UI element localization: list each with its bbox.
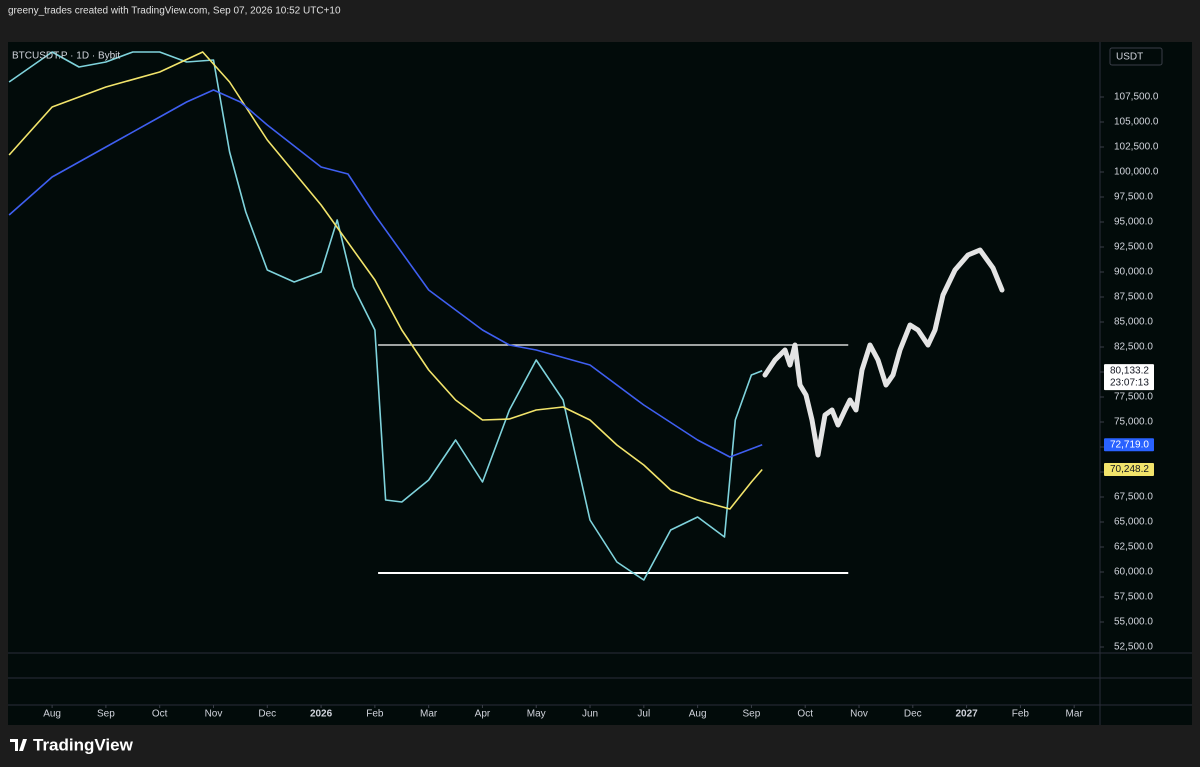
- price-badge: [1104, 463, 1154, 477]
- x-tick-label: Mar: [1066, 709, 1084, 720]
- y-tick-label: 87,500.0: [1114, 292, 1153, 303]
- y-tick-label: 100,000.0: [1114, 167, 1159, 178]
- x-tick-label: Feb: [1012, 709, 1030, 720]
- x-tick-label: Oct: [797, 709, 813, 720]
- y-tick-label: 62,500.0: [1114, 542, 1153, 553]
- y-tick-label: 82,500.0: [1114, 342, 1153, 353]
- y-tick-label: 55,000.0: [1114, 617, 1153, 628]
- x-tick-label: 2026: [310, 709, 333, 720]
- price-line: [8, 51, 763, 510]
- y-tick-label: 85,000.0: [1114, 317, 1153, 328]
- x-tick-label: 2027: [955, 709, 978, 720]
- y-tick-label: 52,500.0: [1114, 642, 1153, 653]
- price-badge: [1104, 438, 1154, 452]
- y-tick-label: 57,500.0: [1114, 592, 1153, 603]
- y-tick-label: 105,000.0: [1114, 117, 1159, 128]
- logo-icon: [10, 739, 27, 751]
- symbol-legend: BTCUSDT.P · 1D · Bybit: [12, 51, 120, 62]
- x-tick-label: Apr: [475, 709, 491, 720]
- y-tick-label: 65,000.0: [1114, 517, 1153, 528]
- x-tick-label: May: [527, 709, 546, 720]
- x-tick-label: Mar: [420, 709, 438, 720]
- logo-text: TradingView: [33, 735, 134, 754]
- x-tick-label: Sep: [97, 709, 115, 720]
- x-tick-label: Aug: [43, 709, 61, 720]
- x-tick-label: Feb: [366, 709, 384, 720]
- price-line: [8, 51, 763, 581]
- price-badge-label: 70,248.2: [1110, 464, 1149, 475]
- x-tick-label: Oct: [152, 709, 168, 720]
- tradingview-logo: TradingView: [10, 735, 134, 754]
- x-tick-label: Aug: [689, 709, 707, 720]
- plot-area: 52,500.0 55,000.0 57,500.0 60,000.0 62,500.0…: [8, 51, 1159, 720]
- x-tick-label: Dec: [258, 709, 276, 720]
- x-tick-label: Sep: [743, 709, 761, 720]
- x-tick-label: Nov: [850, 709, 868, 720]
- y-tick-label: 60,000.0: [1114, 567, 1153, 578]
- y-tick-label: 102,500.0: [1114, 142, 1159, 153]
- countdown-label: 23:07:13: [1110, 377, 1149, 388]
- price-line: [8, 89, 763, 458]
- x-tick-label: Dec: [904, 709, 922, 720]
- price-badge: [1104, 364, 1154, 391]
- currency-box[interactable]: [1109, 47, 1163, 66]
- price-badge-label: 72,719.0: [1110, 439, 1149, 450]
- currency-label: USDT: [1116, 52, 1143, 63]
- x-tick-label: Jul: [637, 709, 650, 720]
- chart-panel: [8, 42, 1192, 725]
- y-tick-label: 90,000.0: [1114, 267, 1153, 278]
- price-badge-label: 80,133.2: [1110, 365, 1149, 376]
- y-tick-label: 75,000.0: [1114, 417, 1153, 428]
- y-tick-label: 67,500.0: [1114, 492, 1153, 503]
- y-tick-label: 77,500.0: [1114, 392, 1153, 403]
- y-tick-label: 97,500.0: [1114, 192, 1153, 203]
- y-tick-label: 95,000.0: [1114, 217, 1153, 228]
- x-tick-label: Nov: [205, 709, 223, 720]
- y-tick-label: 92,500.0: [1114, 242, 1153, 253]
- drawn-projection: [762, 247, 1005, 458]
- y-tick-label: 107,500.0: [1114, 92, 1159, 103]
- x-tick-label: Jun: [582, 709, 598, 720]
- header-text: greeny_trades created with TradingView.c…: [8, 6, 341, 17]
